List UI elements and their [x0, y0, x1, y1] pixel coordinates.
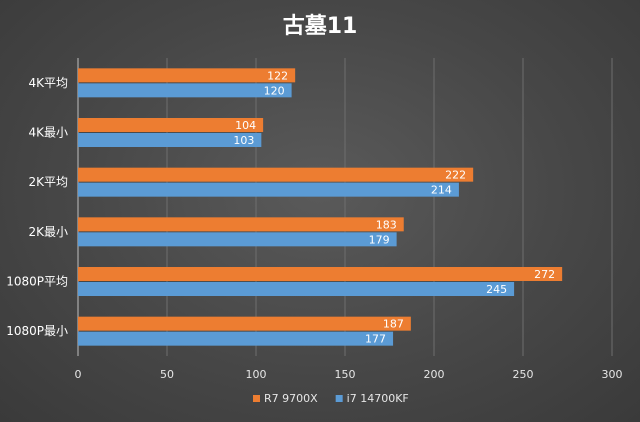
bar: [78, 68, 296, 83]
bar-value-label: 103: [233, 134, 254, 147]
bar-value-label: 245: [486, 283, 507, 296]
x-tick-label: 200: [424, 368, 445, 381]
legend-label: i7 14700KF: [347, 392, 409, 405]
bar: [78, 232, 397, 247]
bar-value-label: 214: [431, 184, 452, 197]
category-label: 2K最小: [28, 225, 68, 239]
x-tick-label: 150: [335, 368, 356, 381]
bar: [78, 331, 394, 346]
bar: [78, 83, 292, 98]
category-label: 1080P平均: [6, 275, 68, 289]
x-tick-label: 300: [602, 368, 623, 381]
x-tick-label: 100: [246, 368, 267, 381]
bar: [78, 118, 264, 132]
category-label: 4K平均: [28, 76, 68, 90]
bar-value-label: 179: [369, 233, 390, 246]
labels-layer: 4K平均 122 120 4K最小 104 103 2K平均 222 214 2K最小 183 179…: [6, 69, 555, 345]
legend-swatch: [335, 395, 343, 402]
grid-layer: 0 50 100 150 200 250 300: [75, 58, 623, 381]
bar: [78, 167, 474, 182]
x-tick-label: 0: [75, 368, 82, 381]
x-tick-label: 250: [513, 368, 534, 381]
bar: [78, 133, 262, 147]
chart-title: 古墓11: [283, 13, 358, 39]
bar-value-label: 177: [365, 333, 386, 346]
bar-value-label: 272: [534, 268, 555, 281]
bar-value-label: 122: [267, 69, 288, 82]
bar: [78, 316, 411, 331]
bars-layer: [78, 68, 563, 346]
category-label: 4K最小: [28, 126, 68, 140]
bar: [78, 267, 563, 281]
bar-value-label: 187: [383, 318, 404, 331]
x-tick-label: 50: [160, 368, 174, 381]
legend-swatch: [253, 395, 260, 402]
bar-value-label: 222: [445, 169, 466, 182]
bar: [78, 282, 515, 296]
bar-value-label: 183: [376, 218, 397, 231]
bar-value-label: 120: [264, 84, 285, 97]
bar: [78, 217, 404, 232]
bar: [78, 182, 459, 197]
legend: R7 9700X i7 14700KF: [253, 392, 409, 405]
category-label: 2K平均: [28, 175, 68, 189]
category-label: 1080P最小: [6, 324, 68, 338]
bar-value-label: 104: [235, 119, 256, 132]
legend-label: R7 9700X: [264, 392, 318, 405]
